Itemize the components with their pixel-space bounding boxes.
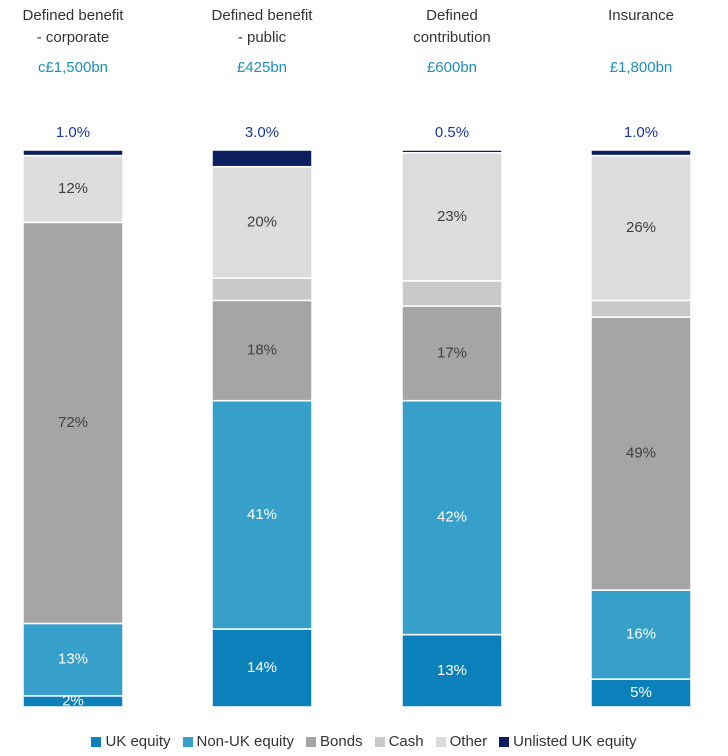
category-label: Defined contribution	[413, 7, 491, 46]
bar-segment	[401, 149, 503, 154]
category-label: Defined benefit - public	[211, 7, 313, 46]
bar-segment	[211, 149, 313, 168]
value-label: 18%	[247, 341, 277, 358]
bar-segment	[22, 154, 124, 224]
legend-swatch	[182, 736, 193, 747]
value-label: 16%	[626, 626, 656, 643]
bar-segment	[211, 277, 313, 302]
bar-segment	[590, 299, 692, 318]
value-label: 14%	[247, 659, 277, 676]
legend-item: Other	[435, 733, 488, 750]
value-label: 13%	[58, 651, 88, 668]
legend-swatch	[91, 736, 102, 747]
legend-label: UK equity	[105, 733, 171, 750]
total-label: c£1,500bn	[37, 59, 109, 76]
value-label: 20%	[247, 213, 277, 230]
legend-label: Other	[449, 733, 488, 750]
bar-segment	[22, 221, 124, 625]
bar-segment	[401, 280, 503, 307]
bar-segment	[22, 622, 124, 697]
legend-item: Cash	[374, 733, 424, 750]
bar-segment	[590, 316, 692, 591]
legend-label: Cash	[388, 733, 424, 750]
total-label: £600bn	[426, 59, 478, 76]
bar-segment	[211, 165, 313, 279]
value-label: 0.5%	[435, 124, 469, 141]
legend-label: Unlisted UK equity	[513, 733, 637, 750]
category-label: Defined benefit - corporate	[22, 7, 124, 46]
legend-item: Non-UK equity	[182, 733, 295, 750]
value-label: 49%	[626, 445, 656, 462]
category-label: Insurance	[608, 7, 674, 24]
value-label: 26%	[626, 219, 656, 236]
value-label: 41%	[247, 506, 277, 523]
bar-segment	[590, 589, 692, 680]
bar-segment	[401, 633, 503, 708]
legend-label: Non-UK equity	[196, 733, 295, 750]
value-label: 23%	[437, 208, 467, 225]
value-label: 17%	[437, 344, 467, 361]
value-label: 12%	[58, 180, 88, 197]
legend-label: Bonds	[320, 733, 363, 750]
bar-segment	[401, 305, 503, 402]
value-label: 13%	[437, 662, 467, 679]
legend-swatch	[306, 736, 317, 747]
bar-segment	[22, 149, 124, 157]
legend-item: UK equity	[91, 733, 171, 750]
value-label: 1.0%	[624, 124, 658, 141]
bar-segment	[590, 678, 692, 708]
bar-segment	[590, 154, 692, 302]
legend-swatch	[374, 736, 385, 747]
value-label: 42%	[437, 509, 467, 526]
value-label: 72%	[58, 414, 88, 431]
value-label: 1.0%	[56, 124, 90, 141]
value-label: 2%	[62, 692, 84, 709]
value-label: 3.0%	[245, 124, 279, 141]
legend: UK equity Non-UK equity Bonds Cash Other Unli…	[0, 733, 728, 750]
total-label: £1,800bn	[609, 59, 673, 76]
legend-item: Bonds	[306, 733, 363, 750]
legend-swatch	[435, 736, 446, 747]
legend-item: Unlisted UK equity	[499, 733, 637, 750]
legend-swatch	[499, 736, 510, 747]
bar-segment	[590, 149, 692, 157]
total-label: £425bn	[236, 59, 288, 76]
bar-segment	[401, 399, 503, 636]
plot: 2% 13% 72% 12% 1.0% 14% 41% 18% 20% 3.0% 13% 42% 17%…	[22, 123, 692, 709]
value-label: 5%	[630, 684, 652, 701]
